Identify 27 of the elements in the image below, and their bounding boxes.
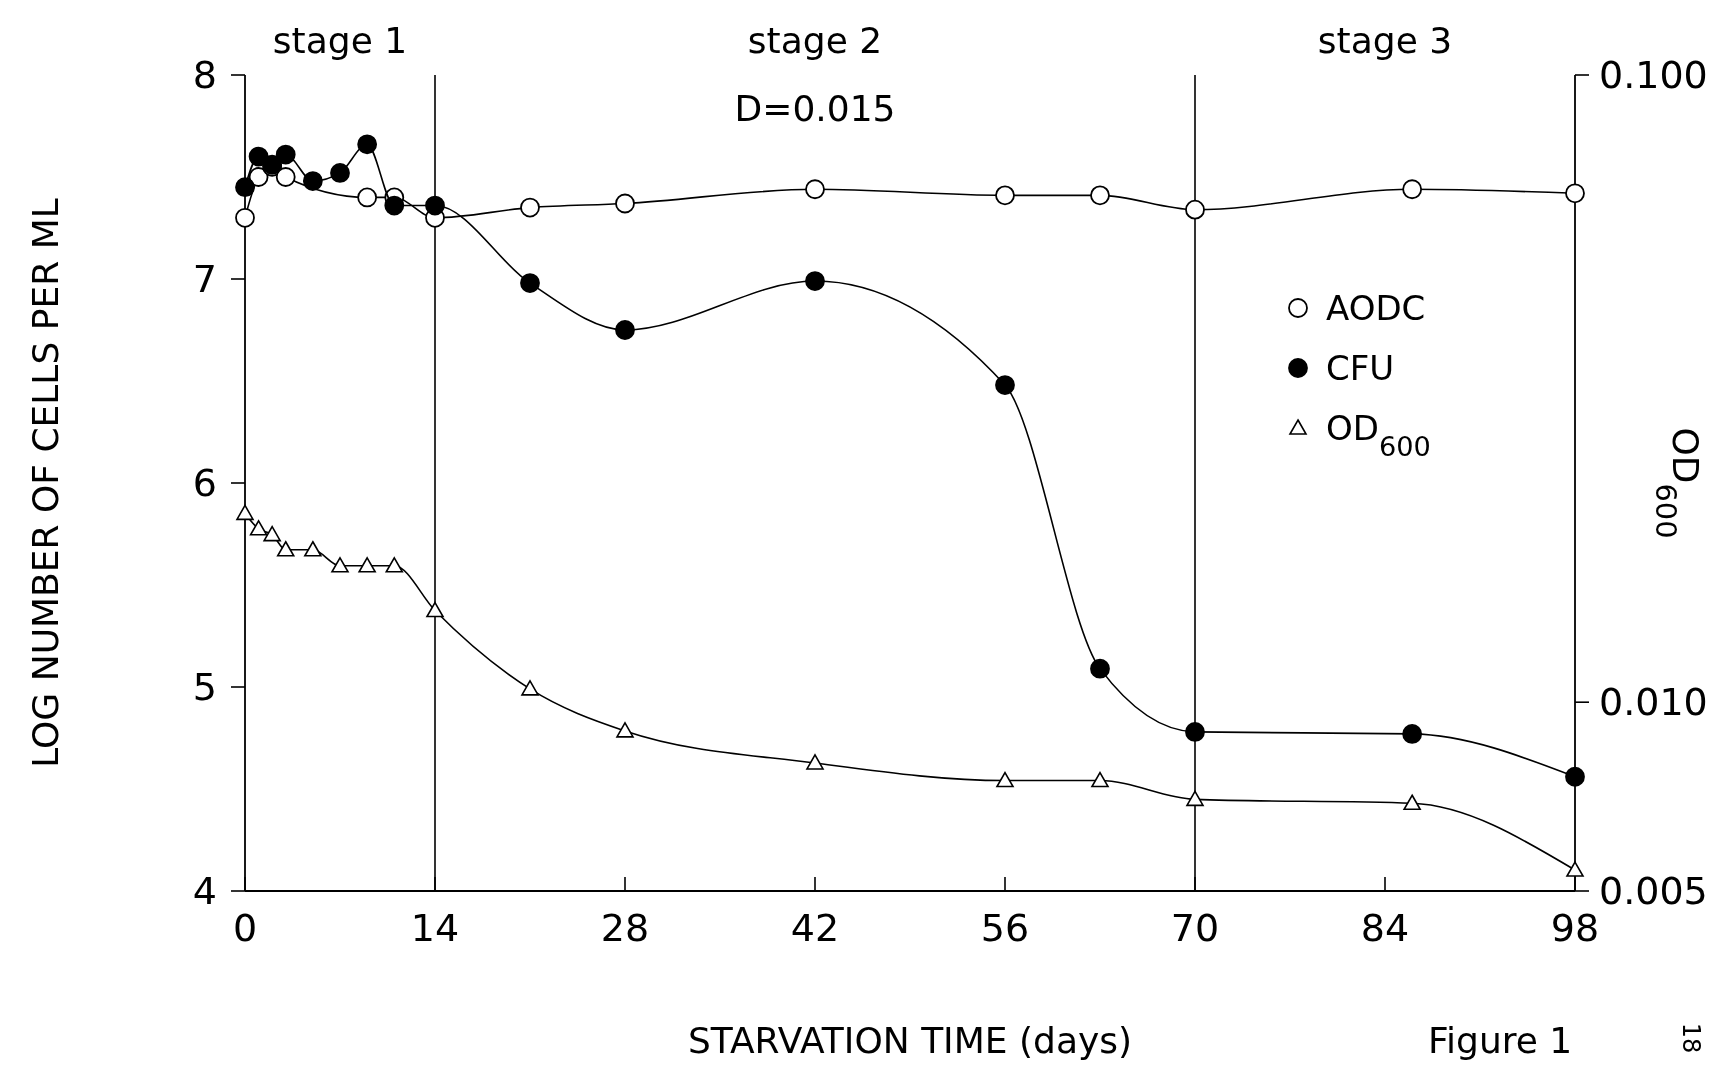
x-tick-label: 0 [232, 906, 258, 950]
x-tick-label: 42 [790, 906, 840, 950]
legend-label: AODC [1326, 287, 1426, 328]
x-tick-label: 56 [980, 906, 1030, 950]
legend-label: CFU [1326, 347, 1395, 388]
text: stage 1 [272, 20, 408, 61]
x-tick-label: 14 [410, 906, 460, 950]
x-tick-label: 84 [1360, 906, 1410, 950]
y-axis-title: LOG NUMBER OF CELLS PER ML [25, 198, 66, 768]
y2-tick-label: 0.005 [1599, 869, 1708, 914]
x-tick-label: 28 [600, 906, 650, 950]
annotation: D=0.015 [734, 88, 896, 129]
text: stage 2 [747, 20, 883, 61]
y2-tick-label: 0.010 [1599, 680, 1708, 725]
y-tick-label: 8 [192, 53, 217, 98]
y-tick-label: 6 [192, 461, 217, 506]
caption: Figure 1 [1428, 1020, 1573, 1061]
text: 18 [1677, 1022, 1705, 1054]
x-axis-title: STARVATION TIME (days) [687, 1020, 1133, 1061]
y-tick-label: 5 [192, 665, 217, 710]
text: stage 3 [1317, 20, 1453, 61]
x-tick-label: 98 [1550, 906, 1600, 950]
x-tick-label: 70 [1170, 906, 1220, 950]
y-tick-label: 4 [192, 869, 217, 914]
legend-label: OD$_{600}$ [1326, 407, 1431, 462]
y-tick-label: 7 [192, 257, 217, 302]
y2-tick-label: 0.100 [1599, 53, 1708, 98]
